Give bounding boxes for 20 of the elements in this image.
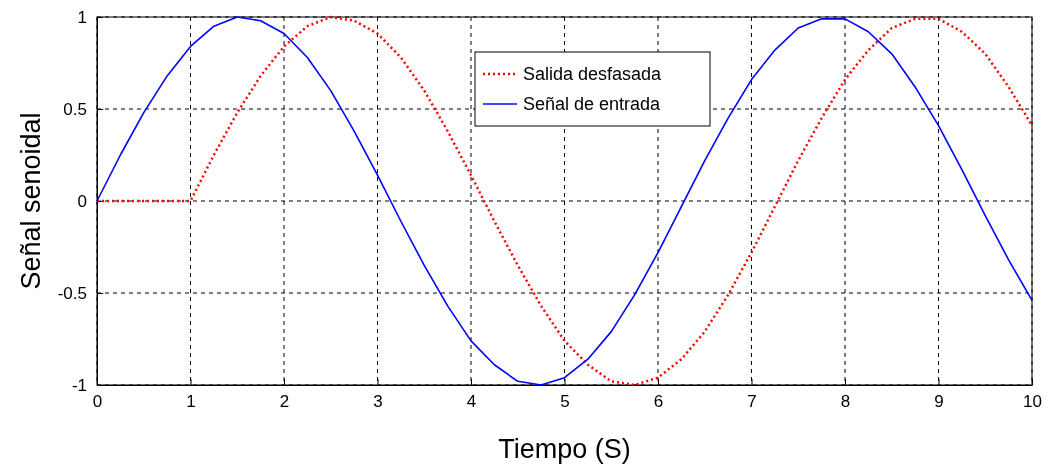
x-tick-label: 6	[653, 392, 664, 412]
x-tick-label: 7	[747, 392, 757, 412]
y-tick-label: 0.5	[63, 99, 87, 119]
x-tick-label: 3	[373, 392, 383, 412]
y-tick-label: 0	[77, 191, 87, 211]
x-tick-label: 10	[1023, 392, 1042, 412]
y-tick-label: -1	[71, 375, 87, 395]
x-tick-label: 8	[840, 392, 851, 412]
y-tick-label: 1	[77, 7, 87, 27]
x-tick-label: 2	[279, 392, 290, 412]
x-tick-label: 0	[92, 392, 103, 412]
x-tick-label: 1	[186, 392, 196, 412]
x-tick-label: 5	[560, 392, 570, 412]
x-tick-label: 9	[934, 392, 944, 412]
y-tick-label: -0.5	[57, 283, 87, 303]
legend-label: Salida desfasada	[523, 64, 663, 84]
x-tick-label: 4	[466, 392, 477, 412]
legend-label: Señal de entrada	[523, 94, 662, 114]
x-axis-title: Tiempo (S)	[498, 434, 631, 464]
y-axis-title: Señal senoidal	[16, 112, 46, 290]
